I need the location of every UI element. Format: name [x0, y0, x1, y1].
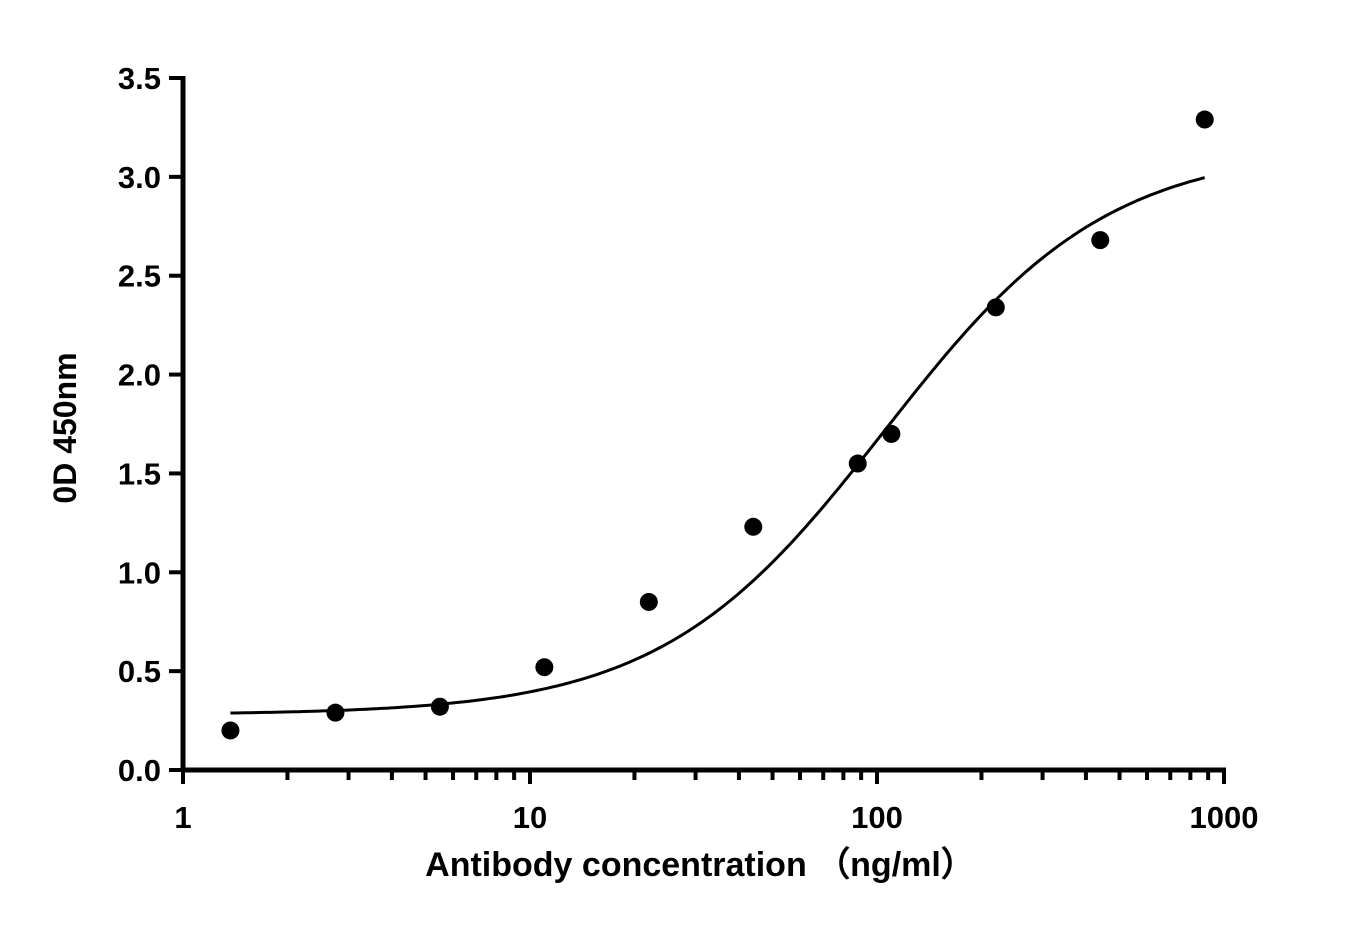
x-tick-label: 1000: [1190, 800, 1259, 835]
data-point: [1091, 231, 1110, 250]
data-point: [639, 592, 658, 611]
y-tick-label: 2.5: [118, 259, 161, 294]
y-tick-label: 1.0: [118, 555, 161, 590]
data-point: [744, 517, 763, 536]
data-point: [221, 721, 240, 740]
y-tick-label: 0.0: [118, 753, 161, 788]
y-tick-label: 3.0: [118, 160, 161, 195]
data-point: [848, 454, 867, 473]
x-tick-label: 100: [851, 800, 903, 835]
data-point: [430, 697, 449, 716]
data-point: [986, 298, 1005, 317]
x-tick-label: 10: [513, 800, 547, 835]
data-point: [535, 658, 554, 677]
y-tick-label: 2.0: [118, 358, 161, 393]
y-tick-label: 0.5: [118, 654, 161, 689]
axes: [169, 76, 1226, 784]
tick-labels: 0.0 0.5 1.0 1.5 2.0 2.5 3.0 3.5 1 10 100 1000: [118, 61, 1259, 835]
data-point: [326, 703, 345, 722]
data-point: [882, 424, 901, 443]
x-axis-title: Antibody concentration （ng/ml）: [425, 845, 975, 884]
y-axis-title: 0D 450nm: [47, 352, 83, 503]
data-points: [221, 110, 1214, 740]
y-tick-label: 1.5: [118, 456, 161, 491]
x-tick-label: 1: [174, 800, 191, 835]
data-point: [1195, 110, 1214, 129]
fit-curve: [230, 176, 1206, 715]
y-tick-label: 3.5: [118, 61, 161, 96]
